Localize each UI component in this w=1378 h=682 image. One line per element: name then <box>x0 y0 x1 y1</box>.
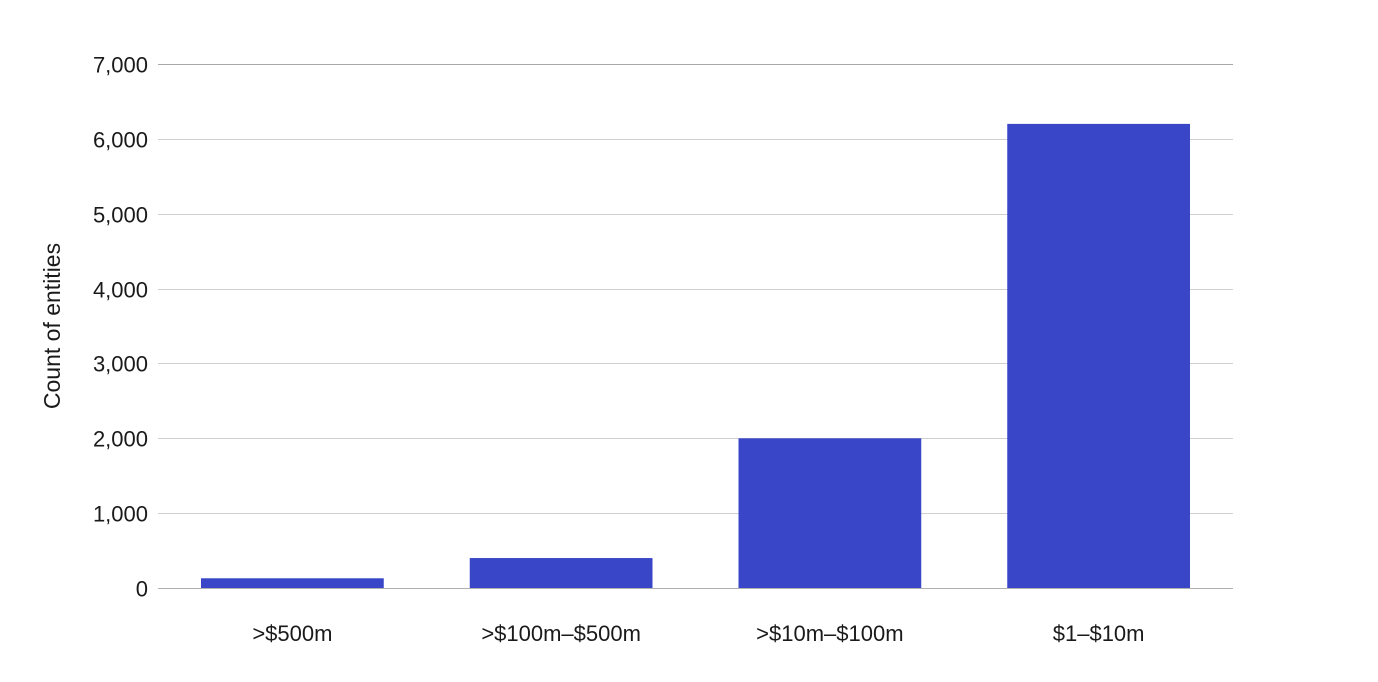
bars <box>201 123 1190 588</box>
bar-2 <box>469 558 653 588</box>
x-axis-ticks: >$500m >$100m–$500m >$10m–$100m $1–$10m <box>252 621 1144 646</box>
x-category-label: >$10m–$100m <box>756 621 903 646</box>
y-tick-label: 5,000 <box>93 203 148 228</box>
x-category-label: >$500m <box>252 621 332 646</box>
y-axis-title: Count of entities <box>39 243 65 409</box>
bar-1 <box>201 578 384 588</box>
y-tick-label: 3,000 <box>93 352 148 377</box>
y-axis-ticks: 0 1,000 2,000 3,000 4,000 5,000 6,000 7,000 <box>93 53 148 602</box>
y-tick-label: 6,000 <box>93 128 148 153</box>
x-category-label: $1–$10m <box>1053 621 1145 646</box>
y-tick-label: 2,000 <box>93 427 148 452</box>
bar-4 <box>1007 123 1190 588</box>
bar-3 <box>738 438 922 588</box>
y-tick-label: 7,000 <box>93 53 148 78</box>
y-tick-label: 0 <box>136 577 148 602</box>
y-tick-label: 1,000 <box>93 502 148 527</box>
y-tick-label: 4,000 <box>93 278 148 303</box>
gridlines <box>158 64 1233 589</box>
x-category-label: >$100m–$500m <box>481 621 641 646</box>
